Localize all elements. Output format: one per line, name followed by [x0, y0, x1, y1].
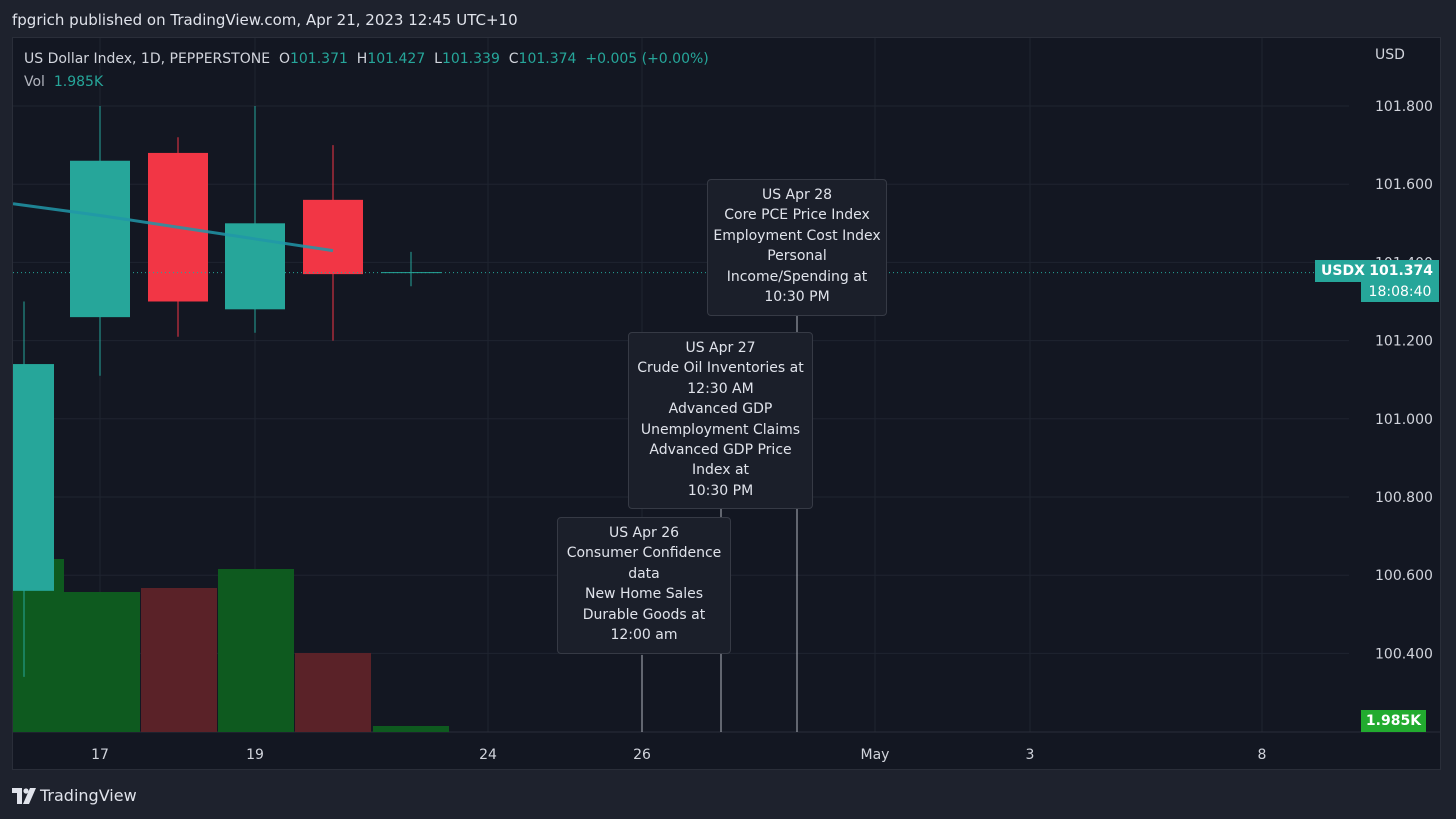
volume-bar: [295, 653, 371, 732]
low-value: 101.339: [441, 51, 500, 67]
volume-bar: [64, 592, 140, 732]
event-line: 10:30 PM: [687, 482, 754, 499]
moving-average-line: [13, 202, 334, 253]
candle-body: [70, 160, 130, 318]
symbol-legend: US Dollar Index, 1D, PEPPERSTONE O101.37…: [24, 51, 709, 67]
close-label: C: [508, 51, 519, 67]
event-line: Unemployment Claims: [640, 421, 801, 438]
volume-badge: 1.985K: [1361, 710, 1426, 732]
event-title: US Apr 28: [761, 187, 833, 203]
chart-frame[interactable]: 101.800101.600101.400101.200101.000100.8…: [12, 37, 1441, 770]
time-tick-label: 26: [633, 747, 651, 763]
event-line: data: [628, 565, 660, 582]
price-tick-label: 101.200: [1375, 334, 1433, 350]
time-tick-label: May: [861, 747, 890, 763]
event-tooltip-apr26: US Apr 26 Consumer Confidence data New H…: [557, 517, 731, 654]
high-value: 101.427: [367, 51, 426, 67]
event-line: Employment Cost Index: [713, 227, 881, 244]
last-price-label: USDX 101.374: [1315, 260, 1439, 282]
price-tick-label: 101.800: [1375, 99, 1433, 115]
last-price-value: 101.374: [1369, 263, 1433, 279]
last-price-symbol: USDX: [1321, 263, 1365, 279]
tradingview-logo-icon: [12, 788, 36, 804]
open-label: O: [278, 51, 290, 67]
time-tick-label: 24: [479, 747, 497, 763]
last-price-badge[interactable]: USDX 101.374 18:08:40: [1315, 260, 1439, 302]
event-line: Index at: [691, 462, 750, 479]
event-line: Personal: [767, 248, 827, 265]
event-line: Advanced GDP Price: [649, 442, 792, 459]
event-line: Income/Spending at: [726, 268, 868, 285]
event-line: New Home Sales: [584, 586, 704, 603]
bar-countdown: 18:08:40: [1361, 282, 1439, 302]
event-line: 10:30 PM: [764, 289, 830, 306]
volume-bar: [141, 588, 217, 732]
volume-label[interactable]: Vol: [24, 74, 45, 90]
event-title: US Apr 26: [608, 525, 680, 541]
event-line: Consumer Confidence: [566, 545, 722, 562]
time-tick-label: 3: [1026, 747, 1035, 763]
low-label: L: [434, 51, 442, 67]
event-line: Durable Goods at: [582, 606, 706, 623]
volume-legend: Vol 1.985K: [24, 74, 103, 90]
time-tick-label: 17: [91, 747, 109, 763]
footer-brand: TradingView: [40, 786, 137, 805]
event-line: 12:00 am: [610, 627, 678, 644]
candle-body: [303, 199, 363, 275]
change-value: +0.005 (+0.00%): [585, 51, 709, 67]
price-tick-label: 101.000: [1375, 412, 1433, 428]
price-tick-label: 100.600: [1375, 568, 1433, 584]
event-line: Crude Oil Inventories at: [637, 360, 804, 377]
open-value: 101.371: [289, 51, 348, 67]
currency-label[interactable]: USD: [1375, 47, 1405, 63]
event-tooltip-apr27: US Apr 27 Crude Oil Inventories at 12:30…: [628, 332, 813, 509]
price-tick-label: 100.800: [1375, 490, 1433, 506]
volume-bar: [218, 569, 294, 732]
event-tooltip-apr28: US Apr 28 Core PCE Price Index Employmen…: [707, 179, 887, 316]
event-line: Advanced GDP: [668, 401, 773, 418]
time-tick-label: 19: [246, 747, 264, 763]
event-line: 12:30 AM: [687, 380, 754, 397]
price-tick-label: 100.400: [1375, 646, 1433, 662]
publish-line: fpgrich published on TradingView.com, Ap…: [12, 11, 518, 29]
volume-bar: [373, 726, 449, 732]
event-line: Core PCE Price Index: [724, 207, 870, 224]
candle-body: [13, 364, 54, 591]
time-tick-label: 8: [1258, 747, 1267, 763]
volume-value: 1.985K: [53, 74, 104, 90]
symbol-title[interactable]: US Dollar Index, 1D, PEPPERSTONE: [24, 51, 271, 67]
high-label: H: [356, 51, 368, 67]
event-title: US Apr 27: [685, 340, 756, 356]
price-tick-label: 101.600: [1375, 177, 1433, 193]
close-value: 101.374: [518, 51, 577, 67]
